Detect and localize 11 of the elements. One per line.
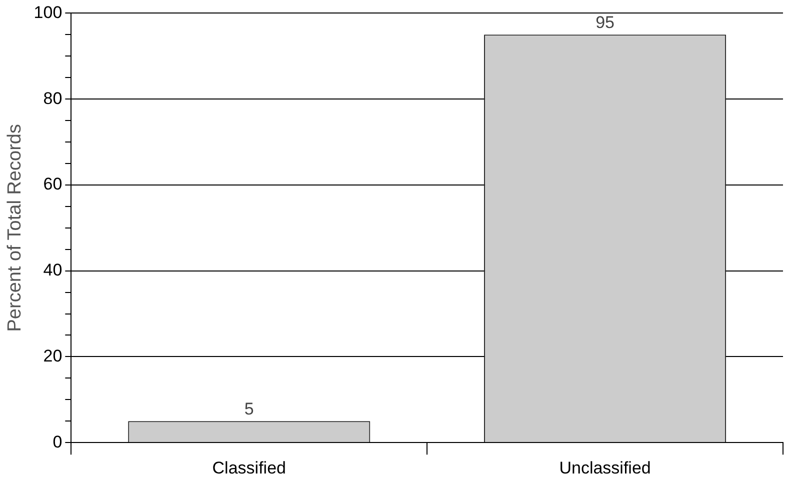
y-tick-label: 0 <box>52 432 62 452</box>
y-axis-title: Percent of Total Records <box>4 124 26 332</box>
data-label: 5 <box>244 399 254 418</box>
y-tick-label: 80 <box>43 88 62 108</box>
y-tick-label: 100 <box>34 2 62 22</box>
y-tick-label: 60 <box>43 174 62 194</box>
data-label: 95 <box>596 12 614 32</box>
x-tick-label: Classified <box>212 458 286 478</box>
x-tick-label: Unclassified <box>559 458 651 478</box>
y-tick-label: 20 <box>43 346 62 366</box>
y-tick-label: 40 <box>43 260 62 280</box>
